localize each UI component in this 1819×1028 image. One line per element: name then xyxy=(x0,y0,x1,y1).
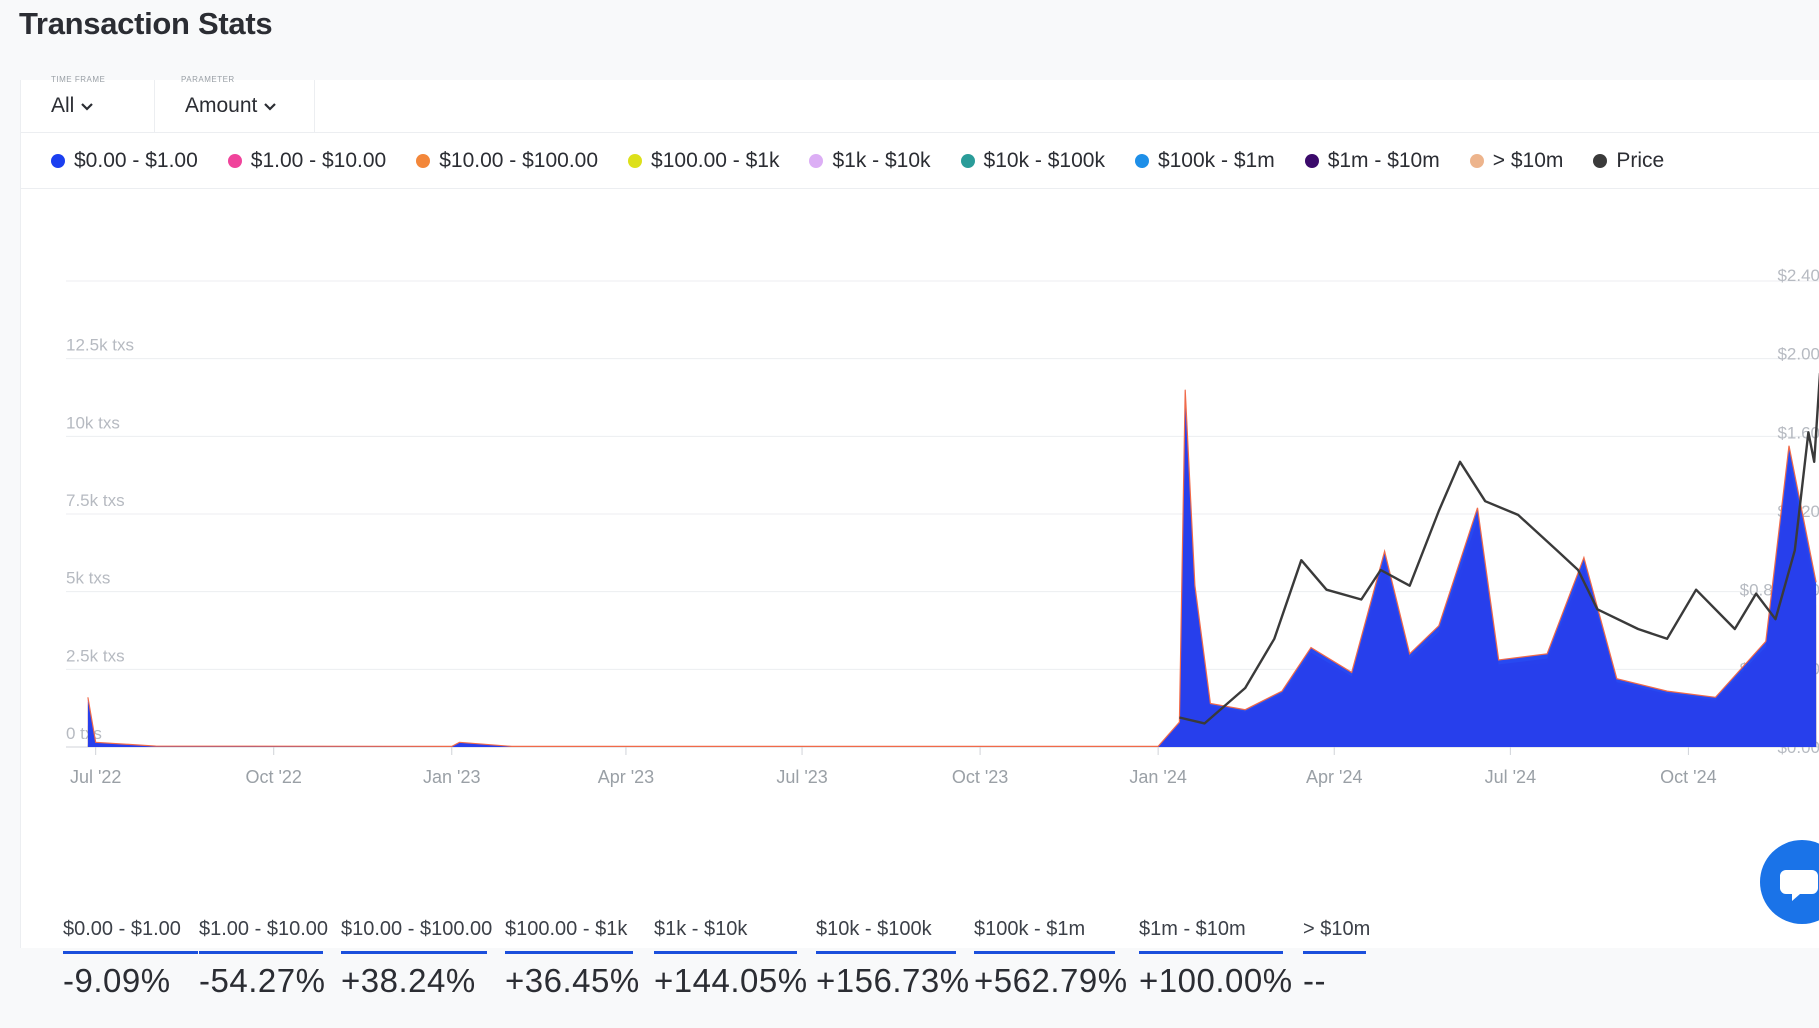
time-frame-value: All xyxy=(51,94,75,117)
price-line xyxy=(1179,372,1819,725)
legend-label: $1.00 - $10.00 xyxy=(250,148,387,172)
legend-dot-icon xyxy=(628,153,643,168)
stat-value: +562.79% xyxy=(974,962,1128,999)
y-axis-left-tick: 12.5k txs xyxy=(66,336,134,355)
stat-value: +36.45% xyxy=(505,962,640,999)
legend-item[interactable]: > $10m xyxy=(1469,148,1564,173)
stat-value: +144.05% xyxy=(654,962,808,999)
x-axis-tick: Oct '23 xyxy=(952,767,1008,787)
legend-dot-icon xyxy=(1134,153,1149,168)
time-frame-select[interactable]: TIME FRAME All xyxy=(21,76,155,132)
chat-icon xyxy=(1780,870,1818,901)
legend-label: $10k - $100k xyxy=(983,148,1105,172)
stat-label: $1m - $10m xyxy=(1139,918,1283,954)
stat-card: $1m - $10m +100.00% xyxy=(1139,918,1293,1000)
legend-item[interactable]: $10k - $100k xyxy=(960,148,1105,173)
x-axis-tick: Jan '24 xyxy=(1129,767,1186,787)
legend-item[interactable]: $1k - $10k xyxy=(809,148,931,173)
y-axis-left-tick: 10k txs xyxy=(66,413,120,432)
legend-item[interactable]: $100.00 - $1k xyxy=(628,149,779,173)
y-axis-right-tick: $2.40 xyxy=(1777,266,1819,285)
area-series-0 xyxy=(87,389,1817,747)
legend-dot-icon xyxy=(1593,153,1608,168)
stat-label: $100k - $1m xyxy=(974,918,1115,954)
y-axis-right-tick: $2.00 xyxy=(1777,345,1819,364)
stat-label: > $10m xyxy=(1303,918,1370,954)
stat-label: $1.00 - $10.00 xyxy=(199,918,328,954)
legend-label: $100.00 - $1k xyxy=(651,148,780,172)
total-outline xyxy=(87,389,1817,748)
stat-label: $100.00 - $1k xyxy=(505,918,633,954)
stat-value: -9.09% xyxy=(63,962,171,999)
legend-label: $1m - $10m xyxy=(1327,148,1440,172)
y-axis-left-tick: 7.5k txs xyxy=(66,491,125,510)
legend-dot-icon xyxy=(1469,153,1484,168)
legend-dot-icon xyxy=(809,153,824,168)
stat-value: -54.27% xyxy=(199,962,326,999)
x-axis-tick: Jul '22 xyxy=(70,767,121,787)
legend-dot-icon xyxy=(1304,153,1319,168)
chart-legend: $0.00 - $1.00 $1.00 - $10.00 $10.00 - $100… xyxy=(21,133,1819,189)
page-title: Transaction Stats xyxy=(19,6,273,41)
filter-bar: TIME FRAME All PARAMETER Amount xyxy=(21,76,1819,133)
legend-dot-icon xyxy=(960,153,975,168)
legend-item[interactable]: $1.00 - $10.00 xyxy=(227,148,387,173)
legend-item[interactable]: $0.00 - $1.00 xyxy=(51,149,198,173)
y-axis-left-tick: 2.5k txs xyxy=(66,646,125,665)
stat-value: +38.24% xyxy=(341,962,476,999)
y-axis-right-tick: $1.60 xyxy=(1777,423,1819,442)
x-axis-tick: Apr '24 xyxy=(1306,767,1362,787)
stat-card: $0.00 - $1.00 -9.09% xyxy=(63,918,198,1000)
legend-dot-icon xyxy=(416,153,431,168)
stat-card: $100k - $1m +562.79% xyxy=(974,918,1128,1000)
x-axis-tick: Jul '23 xyxy=(776,767,827,787)
legend-item[interactable]: $100k - $1m xyxy=(1134,148,1275,173)
y-axis-left-tick: 0 txs xyxy=(66,724,102,743)
stat-card: $10k - $100k +156.73% xyxy=(816,918,970,1000)
stat-card: > $10m -- xyxy=(1303,918,1370,1000)
stats-row: $0.00 - $1.00 -9.09% $1.00 - $10.00 -54.27%… xyxy=(21,918,1819,1028)
stat-card: $10.00 - $100.00 +38.24% xyxy=(341,918,492,1000)
stat-value: +100.00% xyxy=(1139,962,1293,999)
stat-label: $10k - $100k xyxy=(816,918,956,954)
legend-dot-icon xyxy=(227,153,242,168)
chat-button[interactable] xyxy=(1760,840,1819,924)
chevron-down-icon xyxy=(264,103,277,111)
stat-label: $0.00 - $1.00 xyxy=(63,918,198,954)
legend-item[interactable]: Price xyxy=(1593,149,1664,173)
parameter-value: Amount xyxy=(185,94,258,117)
x-axis-tick: Apr '23 xyxy=(598,767,654,787)
x-axis-tick: Oct '24 xyxy=(1660,767,1716,787)
x-axis-tick: Oct '22 xyxy=(245,767,301,787)
y-axis-left-tick: 5k txs xyxy=(66,569,110,588)
legend-item[interactable]: $10.00 - $100.00 xyxy=(416,149,598,173)
legend-label: Price xyxy=(1616,148,1665,172)
legend-label: $1k - $10k xyxy=(832,148,931,172)
stat-value: +156.73% xyxy=(816,962,970,999)
legend-label: > $10m xyxy=(1492,148,1564,172)
x-axis-tick: Jan '23 xyxy=(423,767,480,787)
time-frame-label: TIME FRAME xyxy=(51,76,106,84)
chart-card: TIME FRAME All PARAMETER Amount $0.00 - … xyxy=(20,76,1819,999)
stat-card: $1k - $10k +144.05% xyxy=(654,918,808,1000)
stat-label: $10.00 - $100.00 xyxy=(341,918,492,954)
legend-dot-icon xyxy=(51,153,65,168)
legend-label: $100k - $1m xyxy=(1157,148,1275,172)
stat-label: $1k - $10k xyxy=(654,918,797,954)
x-axis-tick: Jul '24 xyxy=(1485,767,1536,787)
parameter-label: PARAMETER xyxy=(181,76,235,84)
legend-label: $10.00 - $100.00 xyxy=(439,148,599,172)
stat-card: $100.00 - $1k +36.45% xyxy=(505,918,640,1000)
legend-item[interactable]: $1m - $10m xyxy=(1304,148,1440,173)
stat-value: -- xyxy=(1303,962,1326,999)
stat-card: $1.00 - $10.00 -54.27% xyxy=(199,918,328,1000)
parameter-select[interactable]: PARAMETER Amount xyxy=(155,76,315,132)
chevron-down-icon xyxy=(81,103,94,111)
legend-label: $0.00 - $1.00 xyxy=(74,148,198,172)
transaction-chart: 0 txs 2.5k txs 5k txs 7.5k txs 10k txs 12.5k … xyxy=(66,266,1819,787)
